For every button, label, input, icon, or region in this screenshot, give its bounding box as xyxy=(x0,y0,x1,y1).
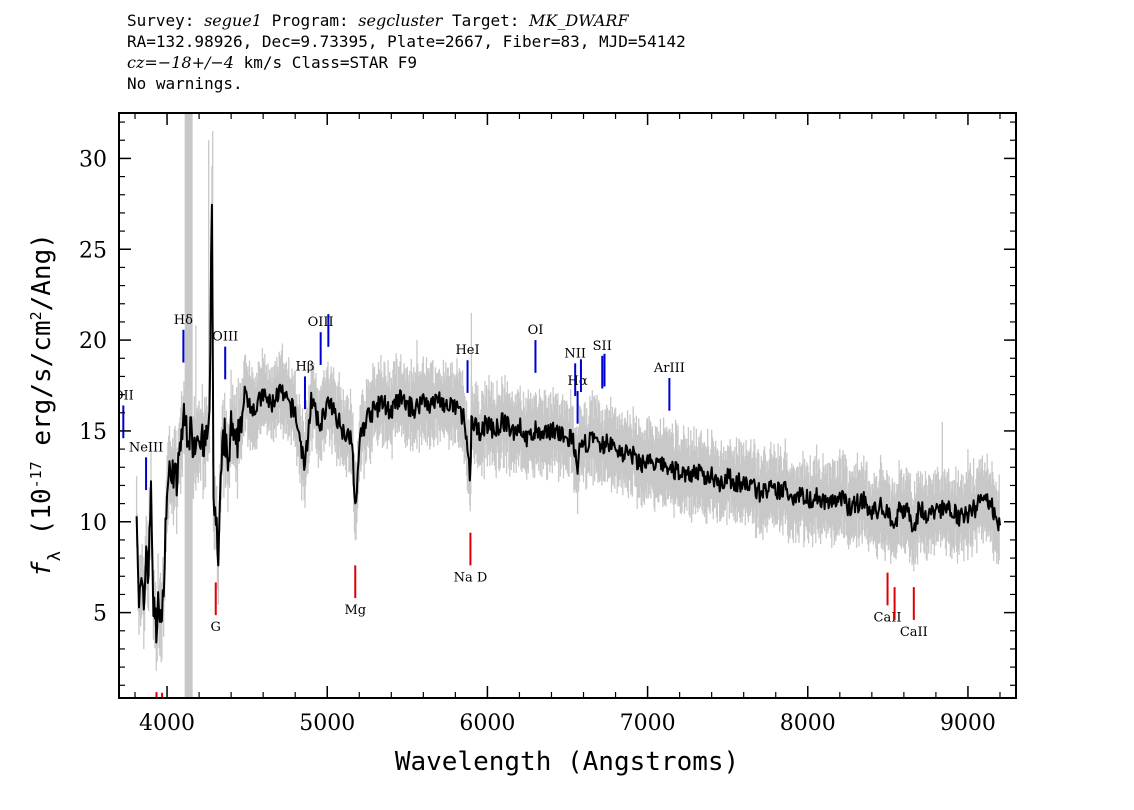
line-label-hβ: Hβ xyxy=(296,359,315,374)
program-value: segcluster xyxy=(358,11,443,30)
target-label: Target: xyxy=(442,11,530,30)
y-axis-label: fλ (10-17 erg/s/cm2/Ang) xyxy=(27,233,65,577)
masked-band xyxy=(184,113,193,698)
line-label-mg: Mg xyxy=(344,603,366,618)
target-value: MK_DWARF xyxy=(529,11,629,30)
line-label-neiii: NeIII xyxy=(129,440,163,455)
survey-value: segue1 xyxy=(204,11,262,30)
x-tick-label: 9000 xyxy=(940,711,996,736)
y-tick-label: 10 xyxy=(79,511,107,536)
line-label-oii: OII xyxy=(113,389,134,404)
survey-label: Survey: xyxy=(127,11,205,30)
spectral-line-markers: OIINeIIIHδOIIIHβOIIIHeIOINIIHαSIIArIIIKH… xyxy=(113,313,928,698)
line-label-g: G xyxy=(211,620,221,635)
y-tick-label: 30 xyxy=(79,147,107,172)
y-tick-label: 20 xyxy=(79,329,107,354)
x-axis-label: Wavelength (Angstroms) xyxy=(395,747,739,777)
line-label-hα: Hα xyxy=(568,374,588,389)
plot-frame xyxy=(118,112,1017,699)
program-label: Program: xyxy=(261,11,359,30)
x-tick-label: 8000 xyxy=(780,711,836,736)
cz-value: −18+/−4 xyxy=(157,53,234,72)
header-line-warnings: No warnings. xyxy=(127,74,243,93)
spectrum-header: Survey: segue1 Program: segcluster Targe… xyxy=(127,10,1027,94)
cz-units-class: km/s Class=STAR F9 xyxy=(233,53,417,72)
line-label-hδ: Hδ xyxy=(174,313,193,328)
header-line-survey: Survey: segue1 Program: segcluster Targe… xyxy=(127,10,1027,31)
masked-region xyxy=(184,113,193,698)
x-tick-label: 5000 xyxy=(299,711,355,736)
y-tick-label: 15 xyxy=(79,420,107,445)
line-label-caii: CaII xyxy=(874,610,902,625)
line-label-nii: NII xyxy=(564,346,586,361)
header-line-coordinates: RA=132.98926, Dec=9.73395, Plate=2667, F… xyxy=(127,32,686,51)
line-label-caii: CaII xyxy=(900,625,928,640)
noise-envelope xyxy=(135,166,1000,671)
line-label-ariii: ArIII xyxy=(653,361,685,376)
line-label-hei: HeI xyxy=(455,343,479,358)
cz-label: cz= xyxy=(127,53,158,72)
line-label-oiii: OIII xyxy=(308,315,334,330)
y-tick-label: 25 xyxy=(79,238,107,263)
y-tick-label: 5 xyxy=(93,602,107,627)
x-tick-label: 6000 xyxy=(459,711,515,736)
axis-ticks: 4000 5000 6000 7000 8000 9000 5 10 15 20 25 30 xyxy=(79,113,1016,736)
line-label-oiii: OIII xyxy=(212,330,238,345)
line-label-na-d: Na D xyxy=(454,570,488,585)
x-tick-label: 7000 xyxy=(620,711,676,736)
flux-line xyxy=(135,203,1001,644)
line-label-sii: SII xyxy=(593,339,612,354)
x-tick-label: 4000 xyxy=(139,711,195,736)
flux-series xyxy=(135,203,1001,644)
header-line-redshift: cz=−18+/−4 km/s Class=STAR F9 xyxy=(127,52,1027,73)
line-label-oi: OI xyxy=(528,323,544,338)
